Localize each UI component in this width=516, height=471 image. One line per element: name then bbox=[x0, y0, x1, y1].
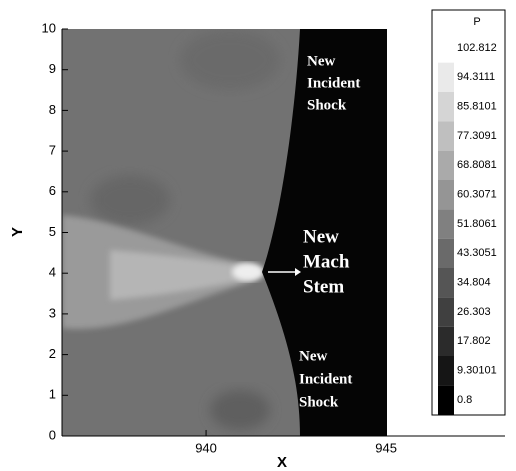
y-tick-label: 9 bbox=[49, 61, 56, 76]
colorbar-swatch bbox=[438, 326, 454, 356]
y-tick-label: 0 bbox=[49, 427, 56, 442]
colorbar-label: 0.8 bbox=[457, 394, 472, 406]
x-tick-label: 945 bbox=[375, 440, 397, 455]
colorbar-label: 26.303 bbox=[457, 306, 491, 318]
colorbar-label: 17.802 bbox=[457, 335, 491, 347]
colorbar-swatch bbox=[438, 92, 454, 122]
colorbar-swatch bbox=[438, 356, 454, 386]
y-tick-label: 5 bbox=[49, 224, 56, 239]
colorbar-label: 34.804 bbox=[457, 277, 491, 289]
colorbar-swatch bbox=[438, 150, 454, 180]
colorbar-swatch bbox=[438, 121, 454, 151]
y-tick-label: 1 bbox=[49, 387, 56, 402]
colorbar-swatch bbox=[438, 238, 454, 268]
y-tick-label: 8 bbox=[49, 102, 56, 117]
colorbar-label: 94.3111 bbox=[457, 71, 495, 83]
annotation: New bbox=[307, 53, 335, 69]
colorbar-swatch bbox=[438, 180, 454, 210]
annotation: New bbox=[299, 348, 327, 364]
annotation: Shock bbox=[307, 97, 347, 113]
colorbar-label: 43.3051 bbox=[457, 247, 497, 259]
colorbar-swatch bbox=[438, 33, 454, 63]
y-tick-label: 10 bbox=[42, 20, 56, 35]
arrow-head bbox=[295, 268, 301, 276]
colorbar-label: 85.8101 bbox=[457, 101, 497, 113]
colorbar-label: 51.8061 bbox=[457, 218, 497, 230]
colorbar-label: 68.8081 bbox=[457, 159, 497, 171]
y-tick-label: 2 bbox=[49, 346, 56, 361]
colorbar-label: 77.3091 bbox=[457, 130, 497, 142]
annotation: New bbox=[303, 226, 339, 247]
annotation: Incident bbox=[299, 371, 352, 387]
y-tick-label: 3 bbox=[49, 305, 56, 320]
colorbar-label: 60.3071 bbox=[457, 189, 497, 201]
y-axis-label: Y bbox=[9, 227, 26, 237]
x-tick-label: 940 bbox=[195, 440, 217, 455]
colorbar-swatch bbox=[438, 268, 454, 298]
y-tick-label: 7 bbox=[49, 143, 56, 158]
colorbar-swatch bbox=[438, 297, 454, 327]
x-axis-label: X bbox=[277, 454, 287, 471]
colorbar-swatch bbox=[438, 62, 454, 92]
y-tick-label: 4 bbox=[49, 265, 56, 280]
annotation: Stem bbox=[303, 276, 344, 297]
contour-field bbox=[62, 29, 387, 436]
colorbar-label: 9.30101 bbox=[457, 365, 497, 377]
annotation: Mach bbox=[303, 251, 350, 272]
annotation: Incident bbox=[307, 75, 360, 91]
colorbar-swatch bbox=[438, 385, 454, 415]
y-tick-label: 6 bbox=[49, 183, 56, 198]
colorbar-title: P bbox=[473, 16, 480, 28]
colorbar-swatch bbox=[438, 209, 454, 239]
annotation: Shock bbox=[299, 394, 339, 410]
colorbar-label: 102.812 bbox=[457, 42, 497, 54]
